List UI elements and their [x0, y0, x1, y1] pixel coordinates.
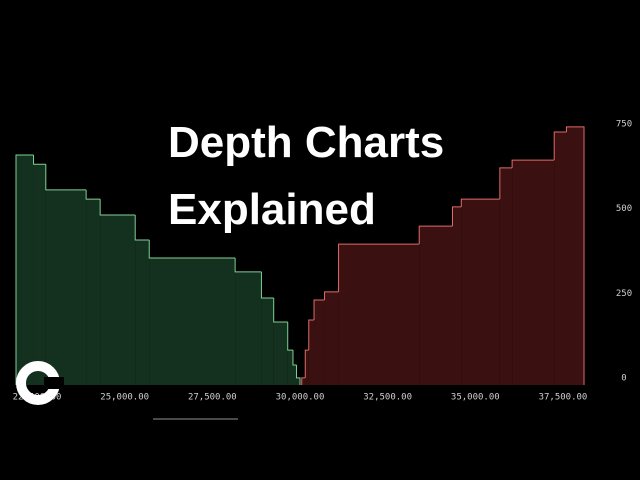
depth-step — [296, 377, 300, 385]
depth-step — [287, 350, 293, 385]
step-outline — [260, 271, 274, 299]
depth-step — [314, 299, 325, 385]
depth-step — [100, 214, 136, 385]
step-outline — [553, 131, 567, 161]
logo-gap — [44, 377, 64, 389]
step-outline — [511, 159, 555, 168]
depth-step — [499, 167, 513, 385]
depth-step — [86, 199, 101, 385]
depth-step — [261, 297, 274, 385]
step-outline — [308, 319, 315, 351]
plot-area — [15, 126, 585, 385]
logo — [16, 361, 64, 405]
x-tick-label: 37,500.00 — [539, 393, 588, 403]
depth-step — [33, 164, 46, 385]
y-tick-label: 750 — [616, 120, 632, 130]
step-outline — [287, 322, 293, 351]
step-outline — [418, 225, 453, 245]
depth-step — [301, 377, 306, 385]
step-outline — [304, 349, 309, 378]
depth-step — [45, 189, 87, 385]
step-outline — [338, 243, 420, 292]
step-outline — [324, 291, 339, 300]
x-tick-label: 30,000.00 — [276, 393, 325, 403]
step-outline — [292, 350, 297, 366]
step-outline — [148, 240, 236, 259]
depth-step — [419, 226, 453, 385]
depth-step — [308, 319, 315, 385]
y-tick-label: 0 — [621, 374, 626, 384]
step-outline — [452, 206, 462, 227]
y-tick-label: 250 — [616, 289, 632, 299]
step-outline — [99, 199, 136, 216]
depth-step — [273, 322, 288, 385]
depth-step — [135, 240, 150, 385]
step-outline — [33, 155, 46, 165]
step-outline — [499, 167, 513, 200]
depth-step — [461, 199, 500, 385]
depth-step — [235, 271, 262, 385]
step-outline — [85, 189, 101, 200]
step-outline — [295, 365, 301, 385]
step-outline — [273, 297, 288, 323]
x-tick-label: 25,000.00 — [100, 393, 149, 403]
step-outline — [134, 214, 150, 241]
depth-step — [305, 350, 309, 385]
depth-step — [512, 160, 555, 385]
depth-step — [338, 244, 420, 385]
step-outline — [234, 258, 262, 273]
title-line: Explained — [168, 185, 376, 234]
depth-step — [292, 365, 297, 385]
step-outline — [460, 198, 500, 207]
depth-step — [452, 206, 462, 385]
step-outline — [45, 164, 87, 191]
step-outline — [565, 126, 585, 385]
depth-step — [149, 258, 236, 385]
depth-step — [554, 132, 567, 385]
title-line: Depth Charts — [168, 118, 444, 167]
depth-step — [16, 155, 34, 385]
x-tick-label: 35,000.00 — [451, 393, 500, 403]
x-tick-label: 27,500.00 — [188, 393, 237, 403]
y-tick-label: 500 — [616, 204, 632, 214]
step-outline — [301, 377, 306, 385]
depth-step — [324, 291, 339, 385]
x-tick-label: 32,500.00 — [363, 393, 412, 403]
depth-step — [566, 126, 584, 385]
step-outline — [15, 154, 34, 385]
step-outline — [313, 299, 325, 320]
